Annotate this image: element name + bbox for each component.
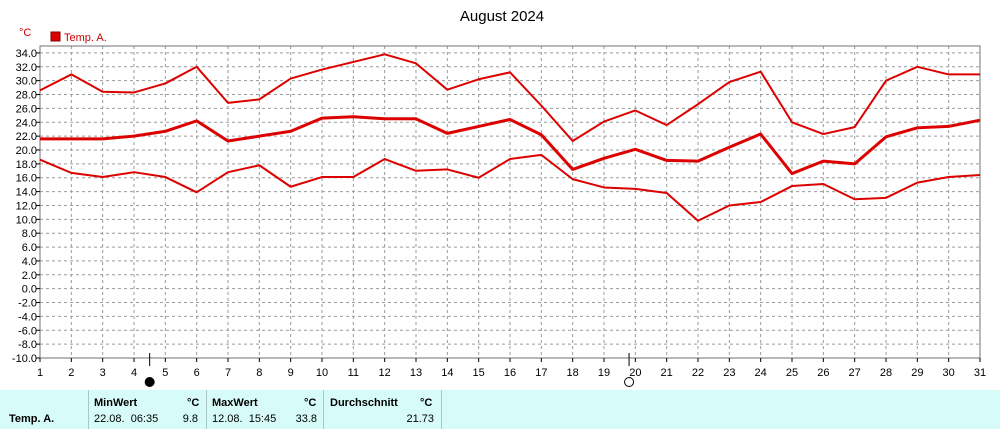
y-tick-label: 24.0: [16, 117, 37, 129]
y-tick-label: 22.0: [16, 131, 37, 143]
x-tick-label: 9: [288, 367, 294, 379]
avg-unit: °C: [420, 397, 433, 409]
x-tick-label: 16: [504, 367, 516, 379]
min-label: MinWert: [94, 397, 138, 409]
sensor-label: Temp. A.: [9, 413, 55, 425]
y-tick-label: 12.0: [16, 200, 37, 212]
y-tick-label: -6.0: [18, 325, 37, 337]
x-tick-label: 11: [348, 367, 359, 379]
stats-panel: Temp. A. MinWert °C 22.08. 06:35 9.8 Max…: [0, 390, 1000, 429]
x-tick-label: 4: [131, 367, 137, 379]
y-tick-label: 28.0: [16, 90, 37, 102]
x-tick-label: 7: [225, 367, 231, 379]
x-tick-label: 22: [692, 367, 704, 379]
x-tick-label: 2: [68, 367, 74, 379]
x-tick-label: 5: [162, 367, 168, 379]
x-tick-label: 24: [755, 367, 767, 379]
min-datetime: 22.08. 06:35: [94, 413, 159, 425]
series-line-avg: [40, 115, 981, 176]
y-tick-label: 4.0: [22, 256, 37, 268]
y-tick-label: 8.0: [22, 228, 37, 240]
y-tick-label: 32.0: [16, 62, 37, 74]
x-tick-label: 25: [786, 367, 798, 379]
series-line-min: [39, 153, 981, 222]
y-tick-label: -4.0: [18, 311, 37, 323]
y-tick-label: 20.0: [16, 145, 37, 157]
x-tick-label: 1: [37, 367, 43, 379]
y-tick-label: 34.0: [16, 48, 37, 60]
x-tick-label: 21: [661, 367, 673, 379]
y-tick-label: 6.0: [22, 242, 37, 254]
x-axis-ticks: 1 2 3 4 5 6 7 8 9 10 11 12 13 14 15 16 17 18 19 20 21 22 23 24 2…: [37, 358, 986, 379]
x-tick-label: 10: [316, 367, 328, 379]
stats-sensor-cell: Temp. A.: [0, 390, 89, 429]
y-tick-label: 18.0: [16, 159, 37, 171]
y-tick-label: 26.0: [16, 103, 37, 115]
stats-max-cell: MaxWert °C 12.08. 15:45 33.8: [207, 390, 324, 429]
x-tick-label: 29: [911, 367, 923, 379]
y-tick-label: 0.0: [22, 284, 37, 296]
avg-label: Durchschnitt: [330, 397, 398, 409]
max-label: MaxWert: [212, 397, 258, 409]
moon-markers: [144, 353, 635, 387]
chart-title: August 2024: [460, 8, 544, 25]
y-tick-label: 10.0: [16, 214, 37, 226]
x-tick-label: 8: [256, 367, 262, 379]
max-value: 33.8: [295, 413, 317, 425]
y-tick-label: 2.0: [22, 270, 37, 282]
x-tick-label: 19: [598, 367, 610, 379]
y-tick-label: 30.0: [16, 76, 37, 88]
x-tick-label: 31: [974, 367, 986, 379]
x-tick-label: 13: [410, 367, 422, 379]
y-tick-label: -2.0: [18, 298, 37, 310]
y-tick-label: -10.0: [12, 353, 37, 365]
grid-lines: [40, 46, 980, 359]
x-tick-label: 6: [194, 367, 200, 379]
y-tick-label: 14.0: [16, 187, 37, 199]
x-tick-label: 27: [849, 367, 861, 379]
temperature-chart: August 2024 °C Temp. A. 34.032.030.028.0…: [12, 8, 986, 387]
x-tick-label: 23: [723, 367, 735, 379]
x-tick-label: 15: [473, 367, 485, 379]
x-tick-label: 14: [441, 367, 453, 379]
max-datetime: 12.08. 15:45: [212, 413, 277, 425]
min-value: 9.8: [182, 413, 198, 425]
y-tick-label: 16.0: [16, 173, 37, 185]
x-tick-label: 20: [629, 367, 641, 379]
x-tick-label: 12: [379, 367, 391, 379]
series-lines: [39, 53, 981, 222]
min-unit: °C: [187, 397, 200, 409]
new-moon-icon: [144, 377, 155, 387]
max-unit: °C: [304, 397, 317, 409]
avg-value: 21.73: [406, 413, 434, 425]
y-axis-unit: °C: [19, 27, 31, 39]
x-tick-label: 18: [567, 367, 579, 379]
x-tick-label: 26: [817, 367, 829, 379]
legend-label: Temp. A.: [64, 32, 107, 44]
x-tick-label: 17: [535, 367, 547, 379]
stats-avg-cell: Durchschnitt °C 21.73: [324, 390, 442, 429]
series-line-max: [39, 53, 980, 142]
full-moon-icon: [624, 377, 635, 387]
y-tick-label: -8.0: [18, 339, 37, 351]
y-axis-ticks: 34.0 32.0 30.0 28.026.0 24.0 22.0 20.0 18.0 16.0…: [12, 48, 40, 365]
x-tick-label: 30: [943, 367, 955, 379]
x-tick-label: 28: [880, 367, 892, 379]
legend-swatch: [50, 31, 61, 42]
stats-min-cell: MinWert °C 22.08. 06:35 9.8: [89, 390, 207, 429]
x-tick-label: 3: [100, 367, 106, 379]
